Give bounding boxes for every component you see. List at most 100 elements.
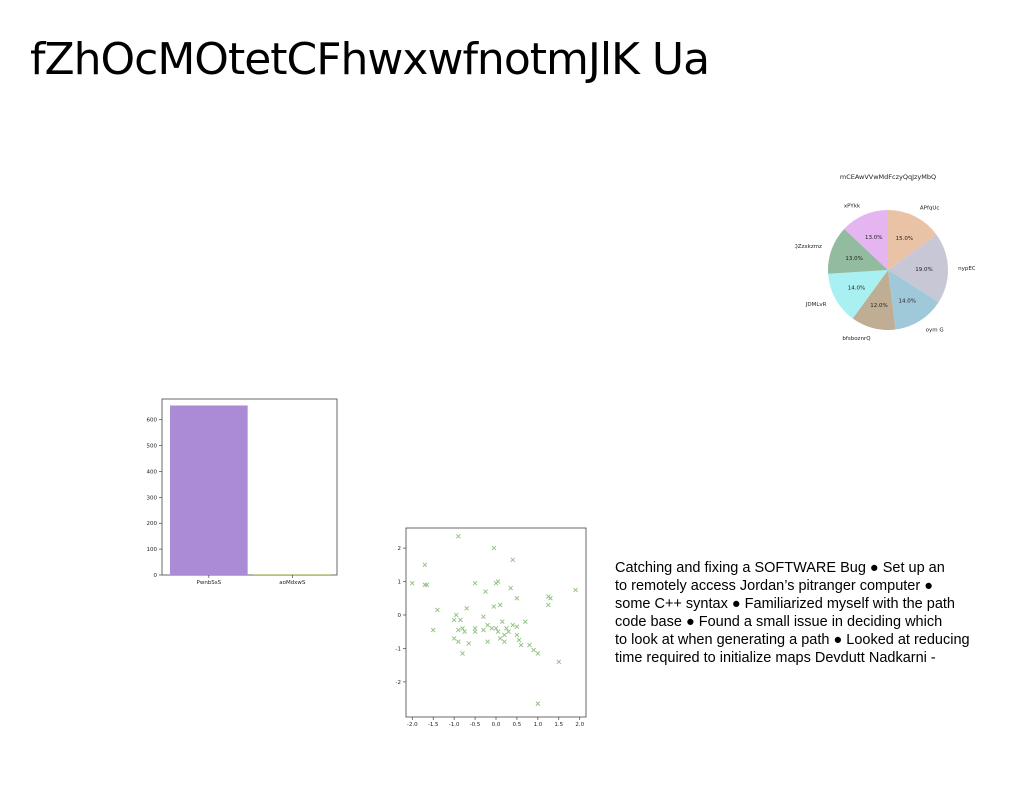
scatter-ytick-label: -1: [396, 646, 401, 652]
scatter-point: [514, 632, 520, 638]
scatter-point: [516, 637, 522, 643]
pie-slice: [828, 270, 888, 319]
slide-title: fZhOcMOtetCFhwxwfnotmJlK Ua: [30, 34, 710, 85]
scatter-point: [522, 619, 528, 624]
bar-ytick-label: 0: [154, 573, 158, 579]
scatter-point: [424, 582, 430, 588]
scatter-point: [472, 580, 478, 586]
scatter-xtick-label: -1.0: [449, 722, 460, 728]
scatter-point: [527, 642, 532, 648]
scatter-xtick-label: -2.0: [407, 722, 418, 728]
scatter-point: [456, 627, 461, 633]
scatter-plot-frame: [405, 527, 587, 718]
body-line: to remotely access Jordan’s pitranger co…: [615, 578, 933, 594]
scatter-ytick-label: 2: [398, 546, 402, 552]
scatter-point: [481, 627, 486, 633]
bar: [170, 405, 248, 575]
scatter-xtick-label: 2.0: [575, 722, 584, 728]
bar-ytick-label: 600: [147, 418, 158, 424]
pie-slice-label: QZzxkzmz: [795, 244, 822, 250]
pie-value-label: 14.0%: [899, 298, 916, 304]
body-text: Catching and fixing a SOFTWARE Bug ● Set…: [615, 559, 1015, 667]
scatter-point: [451, 636, 457, 641]
pie-chart: mCEAwVVwMdFczyQqJzyMbQ 15.0% APfqUc 19.0% ny…: [795, 173, 975, 342]
scatter-point: [460, 651, 465, 656]
pie-slice: [852, 270, 896, 330]
scatter-point: [456, 639, 461, 645]
scatter-xtick-label: 0.5: [513, 722, 522, 728]
scatter-point: [504, 626, 509, 631]
scatter-point: [495, 629, 501, 635]
body-line: Catching and fixing a SOFTWARE Bug ● Set…: [615, 560, 945, 576]
scatter-point: [485, 622, 490, 628]
scatter-point: [497, 636, 503, 641]
scatter-point: [531, 647, 536, 653]
scatter-xtick-label: 0.0: [492, 722, 501, 728]
bar-ytick-label: 500: [147, 444, 158, 450]
scatter-point: [510, 557, 516, 563]
scatter-point: [453, 612, 459, 618]
bar-chart: 0 100 200 300 400 500 600 PwnbSsS aoMdxwS: [147, 398, 338, 586]
pie-slice-label: JDMLvR: [805, 302, 827, 308]
scatter-point: [535, 701, 541, 706]
scatter-point: [409, 580, 415, 586]
pie-value-label: 13.0%: [865, 235, 882, 241]
scatter-point: [458, 617, 463, 623]
scatter-point: [456, 534, 461, 539]
scatter-point: [556, 659, 562, 665]
scatter-point: [499, 619, 505, 624]
pie-slice: [888, 234, 948, 303]
body-line: time required to initialize maps Devdutt…: [615, 650, 936, 666]
scatter-ytick-label: 0: [398, 613, 402, 619]
pie-value-label: 15.0%: [896, 236, 913, 242]
scatter-point: [462, 629, 467, 635]
scatter-point: [460, 626, 465, 631]
pie-slice-label: oym G: [926, 327, 944, 333]
scatter-point: [502, 632, 507, 638]
scatter-point: [506, 629, 511, 635]
scatter-xtick-label: -1.5: [428, 722, 439, 728]
bar-xtick-label: aoMdxwS: [279, 580, 306, 586]
scatter-point: [451, 617, 457, 623]
pie-slice-label: xPYkk: [844, 204, 861, 210]
bar-ytick-label: 200: [147, 521, 158, 527]
scatter-point: [495, 579, 501, 584]
scatter-point: [430, 627, 436, 633]
scatter-point: [483, 589, 488, 594]
scatter-point: [514, 624, 520, 629]
scatter-point: [422, 582, 428, 588]
scatter-xtick-label: -0.5: [470, 722, 481, 728]
pie-value-label: 13.0%: [845, 256, 862, 262]
scatter-point: [491, 604, 497, 609]
body-line: some C++ syntax ● Familiarized myself wi…: [615, 596, 955, 612]
bar-plot-frame: [161, 398, 338, 576]
pie-slice: [888, 210, 937, 270]
scatter-point: [422, 562, 428, 568]
bar-ytick-label: 400: [147, 469, 158, 475]
scatter-point: [485, 639, 490, 645]
scatter-point: [435, 607, 440, 613]
scatter-point: [548, 595, 553, 601]
scatter-xtick-label: 1.0: [533, 722, 542, 728]
pie-title: mCEAwVVwMdFczyQqJzyMbQ: [840, 173, 936, 181]
pie-slice-label: APfqUc: [920, 205, 940, 211]
scatter-point: [481, 614, 486, 619]
scatter-point: [514, 595, 520, 601]
body-line: code base ● Found a small issue in decid…: [615, 614, 943, 630]
scatter-point: [573, 587, 578, 593]
scatter-xtick-label: 1.5: [554, 722, 563, 728]
scatter-point: [466, 641, 472, 646]
bar-ytick-label: 300: [147, 495, 158, 501]
bar-xtick-label: PwnbSsS: [197, 580, 222, 586]
scatter-point: [472, 629, 478, 635]
pie-value-label: 12.0%: [870, 303, 887, 309]
pie-slice: [844, 210, 888, 270]
pie-value-label: 14.0%: [848, 285, 865, 291]
pie-slice: [828, 228, 888, 274]
scatter-point: [502, 639, 507, 645]
scatter-point: [491, 545, 497, 551]
bar: [253, 574, 332, 576]
pie-slice: [888, 270, 939, 330]
scatter-point: [508, 585, 513, 591]
scatter-point: [535, 651, 541, 656]
